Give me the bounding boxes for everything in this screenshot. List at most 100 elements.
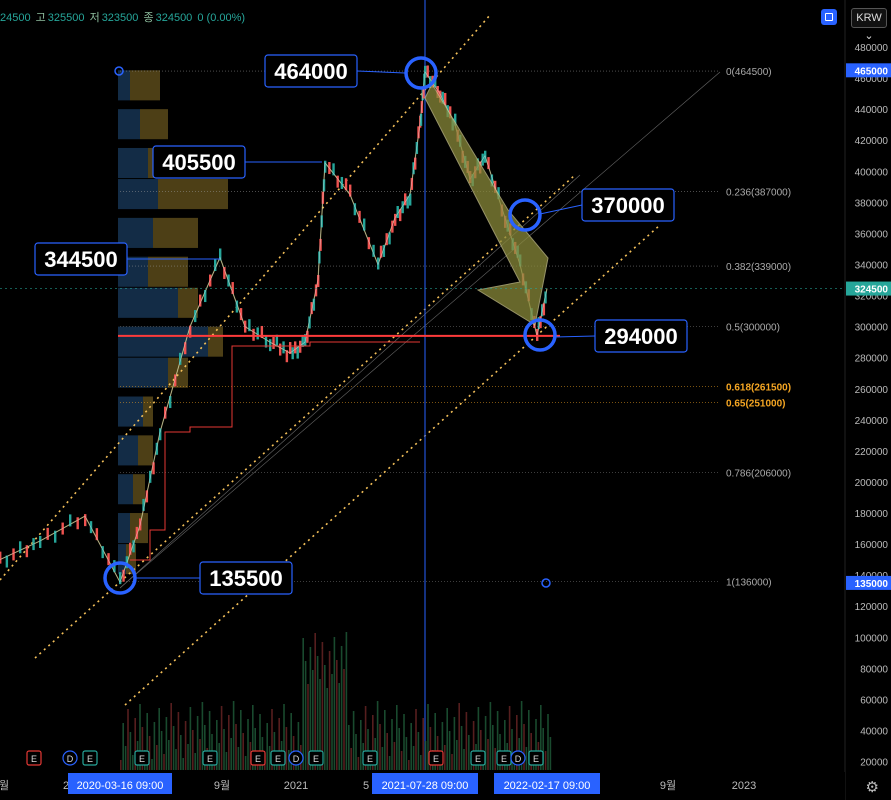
volume-bar	[230, 738, 232, 770]
candle	[454, 113, 457, 126]
volume-bar	[472, 721, 475, 770]
maximize-button[interactable]	[821, 9, 837, 25]
earnings-marker	[362, 750, 378, 766]
time-axis-label: 월	[0, 779, 9, 792]
high-label: 고	[35, 12, 46, 24]
downtrend-arrow	[424, 82, 549, 326]
candle	[159, 428, 162, 441]
volume-bar	[544, 751, 547, 770]
price-axis-tick: 20000	[860, 758, 888, 769]
candle	[417, 126, 420, 139]
price-axis-tick: 40000	[860, 727, 888, 738]
volume-profile-bar-blue	[118, 357, 168, 388]
candle	[436, 85, 439, 98]
candle	[95, 528, 99, 541]
candle	[223, 267, 226, 280]
candle	[264, 335, 268, 348]
volume-profile-bar-gold	[138, 435, 153, 466]
callout-box	[594, 319, 688, 353]
volume-bar	[391, 719, 393, 770]
candle	[101, 546, 104, 559]
dividend-marker	[510, 750, 526, 766]
gear-icon[interactable]: ⚙	[865, 779, 879, 796]
volume-bar	[523, 724, 525, 770]
candle	[394, 213, 397, 226]
candle	[490, 174, 494, 187]
volume-bar	[324, 665, 326, 770]
candle	[391, 220, 394, 233]
volume-profile-bar-gold	[208, 326, 223, 357]
time-axis-highlight-label: 2021-07-28 09:00	[382, 780, 469, 792]
candle	[319, 238, 322, 251]
candle	[285, 350, 289, 363]
time-axis-label: 9월	[214, 779, 230, 792]
open-value: 24500	[0, 12, 31, 24]
volume-bar	[477, 707, 480, 770]
volume-profile-bar-blue	[118, 544, 126, 575]
time-axis-label: 2	[63, 780, 69, 792]
candle	[25, 545, 29, 558]
volume-bar	[446, 708, 448, 770]
fib-level-label: 0.65(251000)	[726, 399, 786, 410]
candle	[322, 179, 326, 192]
volume-bar	[309, 647, 312, 770]
volume-bar	[487, 739, 489, 770]
currency-select[interactable]: KRW ⌄	[851, 8, 887, 42]
volume-bar	[427, 704, 429, 770]
volume-bar	[165, 717, 168, 770]
price-axis-tick: 300000	[855, 323, 889, 334]
candle	[169, 396, 172, 409]
volume-bar	[218, 743, 220, 770]
candle	[385, 233, 388, 246]
price-badge-label: 324500	[855, 285, 889, 296]
candle	[129, 542, 132, 555]
volume-bar	[187, 744, 189, 770]
candle	[419, 113, 423, 126]
candle	[272, 336, 275, 349]
candle	[294, 341, 297, 354]
event-marker-label: E	[433, 754, 439, 764]
volume-bar	[328, 651, 331, 770]
volume-bar	[283, 704, 285, 770]
volume-bar	[319, 679, 321, 770]
volume-profile-bar-blue	[118, 474, 133, 505]
fib-level-label: 1(136000)	[726, 577, 772, 588]
price-axis-tick: 240000	[855, 416, 889, 427]
volume-profile-bar-blue	[118, 396, 143, 427]
candle	[204, 290, 207, 303]
volume-bar	[254, 728, 256, 770]
channel-line	[0, 14, 491, 581]
volume-bar	[170, 703, 172, 770]
event-marker-label: E	[31, 754, 37, 764]
time-axis-label: 5	[363, 780, 369, 792]
volume-bar	[151, 759, 153, 770]
candle	[542, 303, 546, 316]
volume-bar	[129, 732, 132, 770]
earnings-marker	[82, 750, 98, 766]
volume-bar	[420, 755, 422, 770]
event-marker-label: D	[67, 754, 74, 764]
callout-label: 135500	[209, 566, 282, 591]
candle	[324, 160, 327, 173]
callout-box	[581, 188, 675, 222]
volume-bar	[465, 712, 468, 770]
volume-bar	[547, 714, 549, 770]
candle	[544, 291, 547, 304]
candle	[275, 334, 279, 347]
candle	[199, 294, 202, 307]
candle	[219, 248, 222, 261]
volume-bar	[314, 633, 316, 770]
volume-bar	[333, 637, 336, 770]
volume-profile-bar-gold	[178, 287, 198, 318]
volume-bar	[242, 733, 244, 770]
close-value: 324500	[155, 12, 193, 24]
volume-bar	[528, 710, 530, 770]
volume-bar	[156, 745, 158, 770]
time-axis-label: 2023	[732, 780, 756, 792]
candle	[269, 339, 272, 352]
volume-bar	[196, 716, 199, 770]
candle	[256, 327, 259, 340]
volume-bar	[331, 674, 333, 770]
volume-bar	[271, 709, 273, 770]
